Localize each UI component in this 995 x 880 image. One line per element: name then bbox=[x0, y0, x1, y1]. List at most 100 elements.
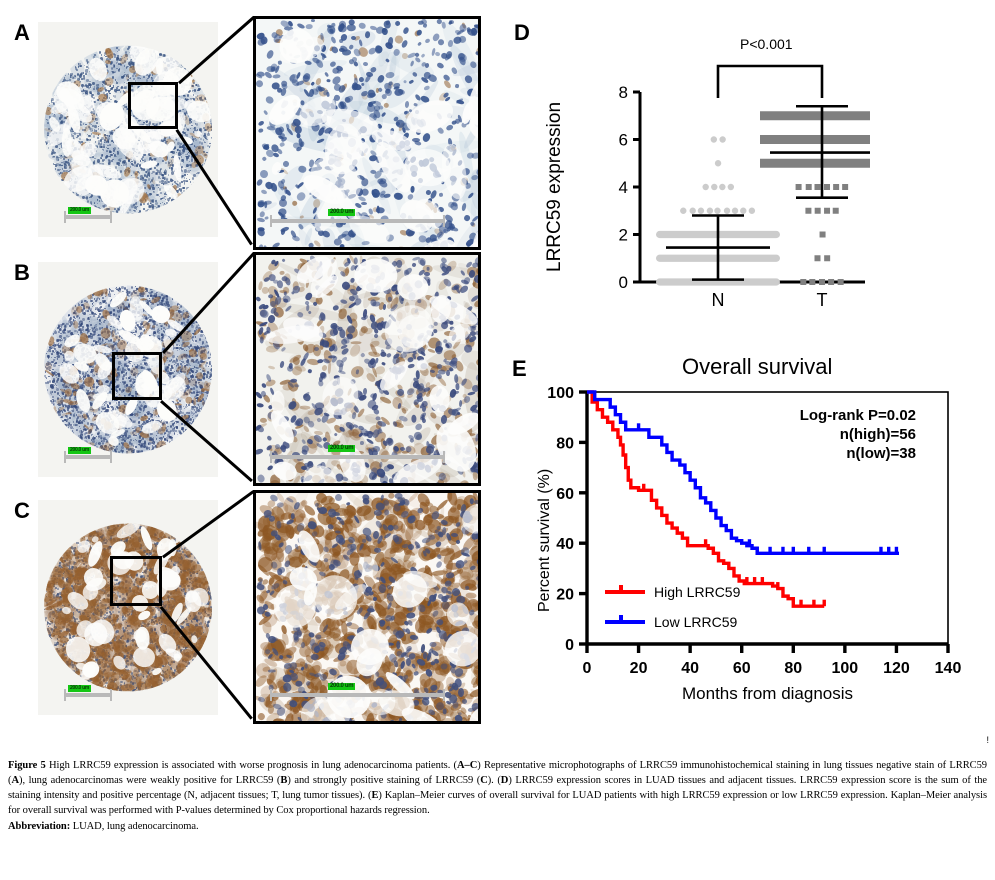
panel-d-point bbox=[805, 207, 812, 214]
figure-caption: Figure 5 High LRRC59 expression is assoc… bbox=[8, 758, 987, 835]
panel-d-y-tick-label: 6 bbox=[619, 131, 628, 150]
caption-body-2: ) Representative microphotographs of LRR… bbox=[8, 760, 987, 786]
stat-line: n(low)=38 bbox=[740, 444, 916, 463]
panel-e-y-tick-label: 0 bbox=[565, 637, 574, 654]
abbreviation-label: Abbreviation: bbox=[8, 821, 70, 832]
panel-d-point bbox=[680, 207, 687, 214]
caption-ref-c: C bbox=[480, 775, 488, 786]
panel-d-point bbox=[711, 183, 718, 191]
panel-d-point bbox=[714, 160, 722, 167]
panel-e-x-tick-label: 0 bbox=[583, 660, 592, 677]
scale-bar-label: 200.0 um bbox=[68, 685, 92, 692]
panel-a-roi-box bbox=[128, 82, 178, 129]
caption-figure-number: Figure 5 bbox=[8, 760, 46, 771]
panel-e-survival-chart: E Overall survival Percent survival (%) … bbox=[510, 340, 990, 720]
legend-label-low: Low LRRC59 bbox=[654, 614, 737, 630]
caption-ref-ac: A–C bbox=[457, 760, 477, 771]
panel-e-x-tick-label: 100 bbox=[832, 660, 859, 677]
panel-e-y-tick-label: 100 bbox=[547, 385, 574, 402]
panel-d-point bbox=[805, 184, 812, 190]
panel-d-significance-bracket bbox=[716, 64, 824, 98]
panel-d-point bbox=[819, 279, 826, 285]
panel-a-core-image: 200.0 um bbox=[38, 22, 218, 237]
panel-d-point bbox=[814, 255, 821, 262]
panel-d-point bbox=[740, 207, 747, 214]
panel-d-point-band bbox=[760, 111, 870, 121]
panel-e-curve-low bbox=[587, 390, 900, 555]
panel-d-point bbox=[727, 183, 735, 191]
panel-d-point bbox=[719, 136, 726, 143]
panel-e-y-tick-label: 60 bbox=[556, 486, 574, 503]
panel-d-y-tick-label: 2 bbox=[619, 226, 628, 245]
legend-label-high: High LRRC59 bbox=[654, 584, 740, 600]
panel-d-point bbox=[809, 279, 816, 285]
panel-b-roi-box bbox=[112, 352, 162, 400]
caption-body-4: ) and strongly positive staining of LRRC… bbox=[287, 775, 480, 786]
panel-d-point bbox=[714, 207, 721, 214]
panel-d-category-label: N bbox=[712, 290, 725, 310]
caption-ref-d: D bbox=[501, 775, 509, 786]
panel-d-point bbox=[833, 184, 840, 190]
scale-bar bbox=[64, 451, 112, 463]
panel-d-point bbox=[828, 279, 835, 285]
panel-e-x-tick-label: 120 bbox=[883, 660, 910, 677]
panel-d-plot-area: 0 2 4 6 8 N T bbox=[619, 64, 870, 310]
scale-bar-label: 200.0 um bbox=[328, 445, 356, 452]
caption-ref-b: B bbox=[280, 775, 287, 786]
caption-body-1: High LRRC59 expression is associated wit… bbox=[46, 760, 457, 771]
panel-e-stats-annotation: Log-rank P=0.02 n(high)=56 n(low)=38 bbox=[740, 406, 916, 463]
panel-b-core-image: 200.0 um bbox=[38, 262, 218, 477]
panel-d-point bbox=[814, 184, 821, 190]
panel-d-point bbox=[824, 255, 831, 262]
panel-e-x-axis-label: Months from diagnosis bbox=[682, 684, 853, 704]
scale-bar bbox=[64, 689, 112, 701]
panel-d-point bbox=[731, 207, 739, 214]
caption-body-5: ). ( bbox=[488, 775, 501, 786]
panel-b-inset-image: 200.0 um bbox=[253, 252, 481, 486]
panel-e-x-tick-label: 60 bbox=[733, 660, 751, 677]
panel-d-point bbox=[842, 184, 849, 190]
page-end-mark: ! bbox=[986, 735, 989, 745]
scale-bar-label: 200.0 um bbox=[68, 207, 92, 214]
panel-c-roi-box bbox=[110, 556, 162, 606]
panel-d-point bbox=[800, 279, 807, 285]
panel-d-point bbox=[719, 183, 726, 191]
abbreviation-text: LUAD, lung adenocarcinoma. bbox=[70, 821, 199, 832]
panel-label-b: B bbox=[14, 262, 30, 284]
panel-e-x-tick-label: 80 bbox=[784, 660, 802, 677]
scale-bar-label: 200.0 um bbox=[328, 209, 356, 216]
panel-d-point bbox=[837, 279, 844, 285]
panel-c-inset-image: 200.0 um bbox=[253, 490, 481, 724]
panel-d-category-label: T bbox=[817, 290, 828, 310]
caption-paragraph: Figure 5 High LRRC59 expression is assoc… bbox=[8, 758, 987, 818]
panel-d-point bbox=[824, 207, 831, 214]
panel-d-pvalue-annotation: P<0.001 bbox=[740, 36, 793, 52]
panel-d-point bbox=[795, 184, 802, 190]
panel-e-plot-area: 0 20 40 60 80 100 0 20 40 60 80 100 120 140 bbox=[547, 385, 961, 677]
panel-e-y-tick-label: 80 bbox=[556, 435, 574, 452]
panel-d-point bbox=[702, 183, 709, 191]
panel-e-x-tick-label: 40 bbox=[681, 660, 699, 677]
scale-bar bbox=[270, 451, 445, 463]
caption-ref-a: A bbox=[11, 775, 19, 786]
panel-d-point-band bbox=[656, 278, 780, 286]
scale-bar bbox=[64, 211, 112, 223]
panel-e-curve-high bbox=[587, 390, 825, 608]
scale-bar bbox=[270, 689, 445, 701]
stat-line: Log-rank P=0.02 bbox=[740, 406, 916, 425]
panel-d-point bbox=[819, 231, 826, 238]
caption-body-6: ) LRRC59 expression scores in LUAD tissu… bbox=[8, 775, 987, 801]
panel-e-x-tick-label: 20 bbox=[630, 660, 648, 677]
caption-body-3: ), lung adenocarcinomas were weakly posi… bbox=[19, 775, 280, 786]
panel-label-d: D bbox=[514, 22, 530, 44]
panel-a-inset-image: 200.0 um bbox=[253, 16, 481, 250]
panel-d-point bbox=[710, 136, 718, 143]
panel-d-point-band bbox=[760, 158, 870, 168]
caption-abbreviation: Abbreviation: LUAD, lung adenocarcinoma. bbox=[8, 819, 987, 834]
panel-label-c: C bbox=[14, 500, 30, 522]
panel-label-e: E bbox=[512, 358, 527, 380]
panel-d-point bbox=[697, 207, 705, 214]
panel-label-a: A bbox=[14, 22, 30, 44]
panel-e-title: Overall survival bbox=[682, 354, 832, 380]
panel-d-point bbox=[748, 207, 756, 214]
